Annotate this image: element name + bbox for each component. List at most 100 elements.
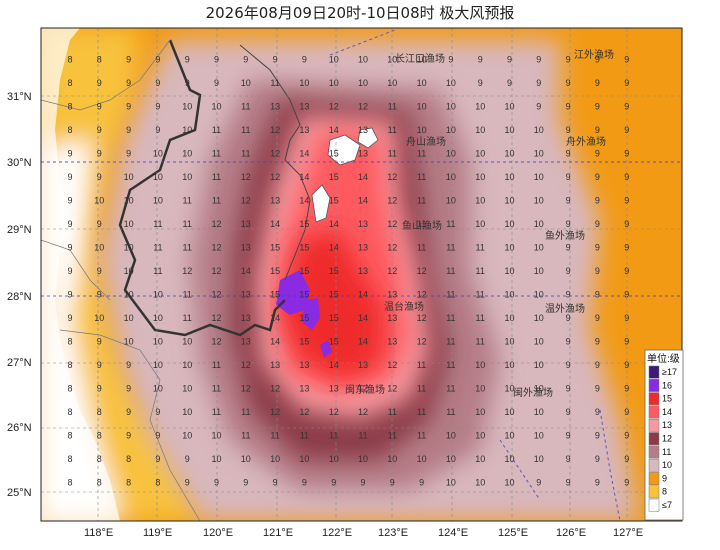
grid-value: 9 [566,266,571,276]
grid-value: 10 [534,430,544,440]
grid-value: 9 [566,289,571,299]
grid-value: 10 [417,101,427,111]
grid-value: 10 [153,172,163,182]
grid-value: 10 [504,242,514,252]
grid-value: 9 [243,54,248,64]
legend-label: ≤7 [662,500,672,510]
grid-value: 11 [241,430,250,440]
grid-value: 15 [299,313,309,323]
grid-value: 14 [270,336,280,346]
grid-value: 15 [329,266,339,276]
grid-value: 13 [358,148,368,158]
grid-value: 12 [211,266,221,276]
grid-value: 11 [476,266,485,276]
boundary-dashed-line [329,29,621,521]
lat-label: 26°N [7,422,32,434]
grid-value: 12 [387,219,397,229]
grid-value: 14 [299,148,309,158]
grid-value: 11 [241,101,250,111]
grid-value: 13 [270,101,280,111]
grid-value: 9 [566,407,571,417]
grid-value: 10 [504,383,514,393]
grid-value: 11 [212,148,221,158]
grid-value: 11 [212,172,221,182]
grid-value: 9 [97,360,102,370]
grid-value: 13 [358,219,368,229]
grid-value: 12 [387,195,397,205]
grid-value: 9 [126,78,131,88]
grid-value: 12 [211,242,221,252]
grid-value: 10 [534,383,544,393]
grid-value: 9 [624,219,629,229]
legend-label: 14 [662,407,672,417]
grid-value: 9 [97,125,102,135]
grid-value: 10 [446,125,456,135]
grid-value: 9 [97,219,102,229]
grid-value: 10 [329,78,339,88]
grid-value: 10 [211,101,221,111]
grid-value: 9 [67,172,72,182]
grid-value: 14 [358,336,368,346]
grid-value: 8 [67,125,72,135]
legend-label: 12 [662,434,672,444]
grid-value: 10 [211,430,221,440]
grid-value: 13 [358,125,368,135]
grid-value: 14 [358,289,368,299]
grid-value: 10 [124,289,134,299]
grid-lines [41,28,682,521]
grid-value: 9 [448,54,453,64]
grid-value: 12 [270,407,280,417]
legend-swatch [648,472,660,485]
grid-value: 9 [624,125,629,135]
grid-value: 11 [476,242,485,252]
grid-value: 9 [126,430,131,440]
grid-value: 13 [241,219,251,229]
grid-value: 9 [566,172,571,182]
grid-value: 10 [475,219,485,229]
grid-value: 12 [241,195,251,205]
legend-swatch [648,405,660,419]
grid-value: 10 [182,336,192,346]
grid-value: 11 [417,407,426,417]
grid-value: 10 [417,78,427,88]
grid-value: 9 [624,101,629,111]
grid-value: 10 [153,148,163,158]
legend-label: 13 [662,420,672,430]
grid-value: 11 [446,289,455,299]
grid-value: 9 [566,360,571,370]
grid-value: 10 [387,454,397,464]
grid-value: 11 [417,219,426,229]
lon-label: 119°E [143,527,172,539]
fishing-ground-label: 闽外渔场 [513,386,553,399]
grid-value: 10 [329,454,339,464]
grid-value: 9 [595,289,600,299]
grid-value: 11 [476,313,485,323]
grid-value: 10 [446,172,456,182]
grid-value: 9 [243,477,248,487]
grid-value: 9 [67,219,72,229]
grid-value: 15 [299,289,309,299]
grid-value: 10 [124,313,134,323]
grid-value: 10 [534,336,544,346]
grid-value: 8 [97,454,102,464]
grid-value: 11 [388,430,397,440]
grid-value: 15 [329,336,339,346]
grid-value: 12 [270,383,280,393]
legend-label: ≥17 [662,367,677,377]
grid-value: 10 [124,172,134,182]
grid-value: 9 [624,148,629,158]
grid-value: 9 [155,407,160,417]
grid-value: 10 [504,313,514,323]
grid-value: 15 [329,313,339,323]
grid-value: 10 [504,101,514,111]
grid-value: 9 [97,289,102,299]
grid-value: 8 [67,407,72,417]
grid-value: 13 [241,313,251,323]
grid-value: 9 [302,54,307,64]
grid-value: 9 [97,78,102,88]
grid-value: 11 [270,78,279,88]
grid-value: 12 [358,383,368,393]
grid-value: 10 [153,313,163,323]
grid-value: 9 [331,477,336,487]
grid-value: 9 [214,477,219,487]
